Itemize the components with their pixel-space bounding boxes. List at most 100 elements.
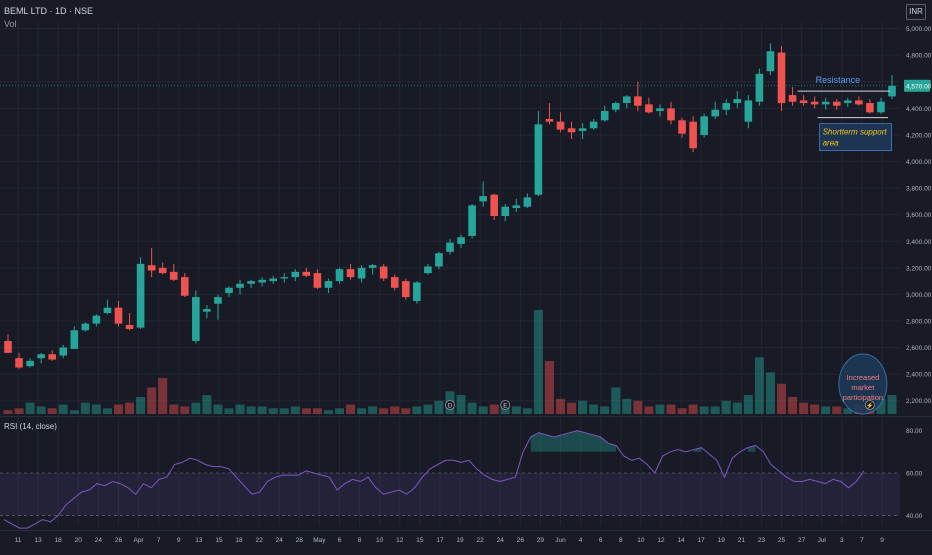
volume-bar <box>147 387 157 414</box>
time-tick-label: 24 <box>276 537 284 544</box>
time-tick-label: 22 <box>255 537 263 544</box>
price-tick-label: 2,400.00 <box>906 372 932 379</box>
candle-body <box>888 85 896 97</box>
volume-bar <box>765 372 775 414</box>
candle-body <box>203 309 211 312</box>
time-tick-label: 29 <box>537 537 545 544</box>
candle-body <box>280 277 289 279</box>
candle-body <box>147 265 156 271</box>
volume-bar <box>633 400 643 414</box>
symbol-title: BEML LTD · 1D · NSE <box>4 6 94 16</box>
rsi-overbought-fill <box>530 430 756 452</box>
candle-body <box>645 104 653 113</box>
candle-body <box>755 73 764 102</box>
candle-body <box>291 271 300 278</box>
volume-bar <box>810 404 820 414</box>
volume-bar <box>357 408 367 414</box>
volume-bar <box>611 387 621 414</box>
time-tick-label: 11 <box>15 537 22 544</box>
time-tick-label: 25 <box>778 537 786 544</box>
time-tick-label: 9 <box>880 537 884 544</box>
price-tick-label: 5,000.00 <box>906 26 932 33</box>
candle-body <box>70 330 79 349</box>
candle-body <box>844 100 852 104</box>
candle-body <box>114 307 123 324</box>
candle-body <box>92 315 101 324</box>
volume-bar <box>522 408 532 414</box>
candle-body <box>611 103 620 110</box>
candle-body <box>788 95 797 102</box>
volume-bar <box>644 406 654 414</box>
volume-bar <box>589 404 599 414</box>
price-tick-label: 3,400.00 <box>906 239 932 246</box>
time-axis-border <box>0 530 932 531</box>
volume-bar <box>323 410 333 414</box>
time-tick-label: 10 <box>376 537 384 544</box>
event-marker <box>865 400 875 410</box>
volume-label: Vol <box>4 19 17 29</box>
volume-bar <box>578 400 588 414</box>
time-tick-label: 13 <box>195 537 203 544</box>
time-tick-label: 6 <box>599 537 603 544</box>
candle-body <box>390 277 399 288</box>
candle-body <box>501 206 510 217</box>
volume-bar <box>213 404 223 414</box>
candle-body <box>589 121 598 129</box>
volume-bar <box>567 402 577 414</box>
time-tick-label: 18 <box>55 537 63 544</box>
candle-body <box>15 358 23 368</box>
volume-bar <box>732 402 742 414</box>
event-marker <box>500 400 511 410</box>
candle-body <box>125 324 134 329</box>
volume-bar <box>257 406 267 414</box>
candle-body <box>136 263 145 328</box>
volume-bar <box>91 404 101 414</box>
volume-bar <box>180 406 190 414</box>
time-tick-label: 27 <box>798 537 806 544</box>
event-marker-label: E <box>503 404 507 410</box>
volume-bar <box>600 406 610 414</box>
pane-separator <box>0 416 932 417</box>
volume-bar <box>80 402 90 414</box>
candle-body <box>667 108 675 121</box>
candle-body <box>545 119 554 122</box>
time-tick-label: Jul <box>818 537 827 544</box>
candle-body <box>711 109 719 117</box>
candle-body <box>214 297 222 304</box>
candle-body <box>866 103 874 113</box>
price-tick-label: 4,800.00 <box>906 53 932 60</box>
candle-body <box>402 281 410 298</box>
candle-body <box>777 52 786 104</box>
time-tick-label: May <box>313 537 326 544</box>
support-annotation-line: Shortterm support <box>823 128 888 137</box>
time-tick-label: 19 <box>718 537 726 544</box>
candle-body <box>523 197 532 207</box>
volume-bar <box>390 406 400 414</box>
volume-bar <box>3 410 13 414</box>
volume-bar <box>246 406 256 414</box>
event-marker <box>445 400 455 410</box>
volume-bar <box>478 406 488 414</box>
time-tick-label: 20 <box>75 537 83 544</box>
currency-button[interactable]: INR <box>906 4 926 20</box>
time-tick-label: 8 <box>619 537 623 544</box>
volume-bar <box>58 404 68 414</box>
candle-body <box>600 111 609 121</box>
volume-bar <box>136 396 146 414</box>
candle-body <box>766 51 775 72</box>
volume-bar <box>114 404 123 414</box>
volume-bar <box>677 408 687 414</box>
time-tick-label: 18 <box>235 537 243 544</box>
candle-body <box>689 121 697 149</box>
volume-bar <box>777 383 786 414</box>
candle-body <box>479 196 487 202</box>
time-tick-label: 12 <box>396 537 404 544</box>
time-tick-label: 28 <box>296 537 304 544</box>
time-tick-label: 24 <box>95 537 103 544</box>
volume-bar <box>14 408 24 414</box>
time-tick-label: 4 <box>579 537 583 544</box>
time-tick-label: 13 <box>34 537 42 544</box>
candle-body <box>877 101 885 113</box>
candle-body <box>490 194 498 217</box>
